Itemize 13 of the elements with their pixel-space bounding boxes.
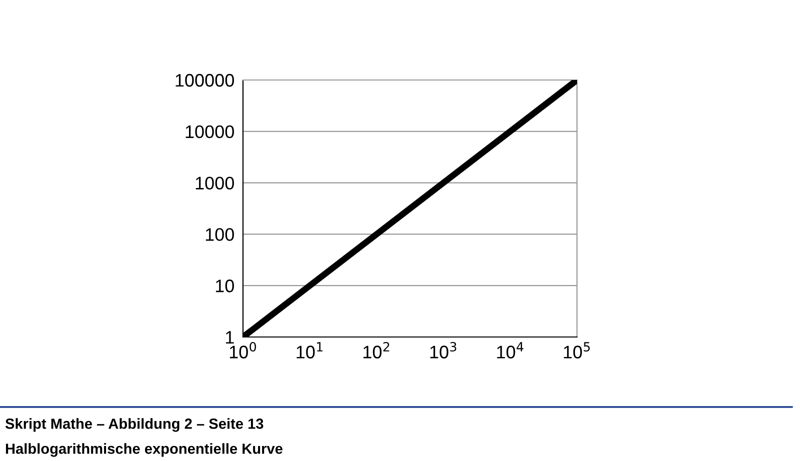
y-tick-label: 10000 [186, 125, 234, 138]
y-tick-label: 100000 [176, 74, 234, 87]
x-tick-label: 10$^{1}$ [296, 342, 322, 358]
y-tick-label: 10 [216, 280, 234, 292]
x-tick-label: 10$^{4}$ [497, 342, 524, 358]
x-tick-label: 10$^{3}$ [430, 342, 456, 358]
x-tick-label: 10$^{2}$ [364, 342, 390, 358]
text: Halblogarithmische exponentielle Kurve [6, 443, 282, 457]
text: Skript Mathe – Abbildung 2 – Seite 13 [5, 418, 264, 432]
x-tick-label: 10$^{5}$ [564, 342, 590, 358]
y-tick-label: 100 [206, 228, 234, 241]
y-tick-label: 1 [226, 331, 234, 344]
y-tick-label: 1000 [196, 176, 234, 190]
